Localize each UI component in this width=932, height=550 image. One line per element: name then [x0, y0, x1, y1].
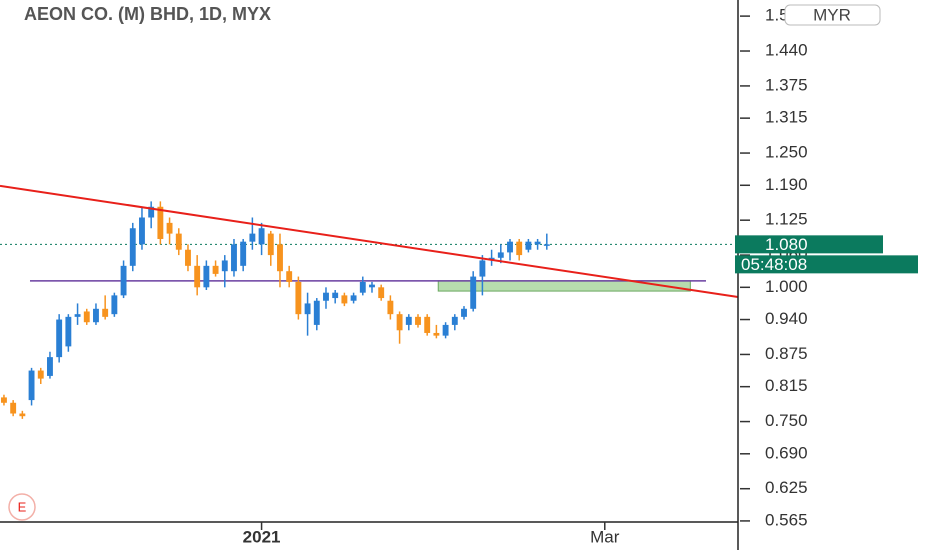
candle-body: [111, 295, 118, 315]
y-tick-label: 1.250: [765, 143, 808, 162]
candle-body: [175, 233, 182, 250]
candle-body: [249, 233, 256, 242]
chart-title: AEON CO. (M) BHD, 1D, MYX: [24, 4, 271, 24]
event-marker-label: E: [18, 499, 27, 514]
event-marker: [8, 493, 36, 521]
candle-body: [277, 244, 283, 272]
candle-body: [405, 316, 412, 325]
candle-body: [240, 241, 247, 266]
candle-body: [157, 206, 164, 239]
x-tick-label: Mar: [590, 527, 620, 546]
candle-body: [332, 292, 339, 299]
candle-body: [185, 249, 191, 266]
y-tick-label: 0.875: [765, 344, 808, 363]
candle-body: [47, 357, 53, 376]
candle-body: [451, 316, 458, 325]
last-price-box: [735, 235, 883, 254]
candle-body: [433, 332, 440, 336]
y-tick-label: 1.125: [765, 210, 808, 229]
candle-body: [341, 295, 348, 304]
candle-body: [543, 244, 550, 246]
candle-body: [516, 241, 523, 256]
y-tick-label: 0.815: [765, 376, 808, 395]
countdown-label: 05:48:08: [741, 255, 807, 274]
candle-body: [304, 303, 311, 315]
candle-body: [424, 316, 431, 333]
y-tick-label: 1.375: [765, 75, 808, 94]
candle-body: [286, 271, 293, 282]
y-tick-label: 1.440: [765, 41, 808, 60]
candle-body: [295, 281, 302, 315]
candle-body: [83, 311, 90, 323]
y-tick-label: 0.690: [765, 443, 808, 462]
candle-body: [396, 314, 403, 331]
candle-body: [267, 233, 274, 256]
candle-body: [497, 252, 504, 258]
candle-body: [212, 265, 219, 274]
candle-body: [525, 241, 532, 250]
candle-body: [166, 222, 173, 234]
y-tick-label: 1.315: [765, 108, 808, 127]
candle-body: [102, 308, 109, 317]
candle-body: [258, 228, 265, 245]
candle-body: [350, 295, 357, 301]
currency-label: MYR: [813, 5, 851, 24]
candle-body: [1, 397, 7, 403]
y-tick-label: 0.750: [765, 411, 808, 430]
trend-line: [0, 184, 739, 298]
candle-body: [129, 228, 136, 266]
candle-body: [415, 316, 421, 325]
candle-body: [10, 402, 17, 414]
candle-body: [74, 314, 81, 317]
candle-body: [359, 281, 366, 293]
y-tick-label: 1.190: [765, 175, 808, 194]
candle-body: [120, 265, 127, 296]
x-tick-label: 2021: [243, 527, 281, 546]
candle-body: [470, 276, 477, 309]
last-price-label: 1.080: [765, 235, 808, 254]
candle-body: [139, 217, 145, 245]
candle-body: [323, 292, 329, 301]
y-tick-label: 0.565: [765, 510, 808, 529]
candle-body: [387, 300, 394, 315]
candle-body: [461, 308, 467, 317]
y-tick-label: 0.625: [765, 478, 808, 497]
candle-body: [221, 260, 228, 272]
countdown-box: [735, 255, 918, 274]
candle-body: [378, 287, 385, 299]
candle-body: [313, 300, 320, 325]
candle-body: [93, 308, 99, 323]
currency-badge: [784, 4, 881, 26]
candle-body: [65, 316, 72, 347]
plot-area: [0, 184, 739, 419]
y-tick-label: 0.940: [765, 309, 808, 328]
candle-body: [194, 265, 201, 288]
candle-body: [507, 241, 513, 253]
candle-body: [28, 370, 35, 401]
candle-body: [203, 265, 210, 288]
candle-body: [56, 319, 63, 358]
candle-body: [19, 413, 26, 417]
candle-body: [37, 370, 44, 379]
y-tick-label: 1.000: [765, 277, 808, 296]
candle-body: [442, 324, 449, 336]
candle-body: [479, 260, 486, 277]
candle-body: [231, 244, 237, 272]
candle-body: [534, 241, 541, 245]
candle-body: [148, 206, 155, 218]
candle-body: [369, 284, 375, 288]
